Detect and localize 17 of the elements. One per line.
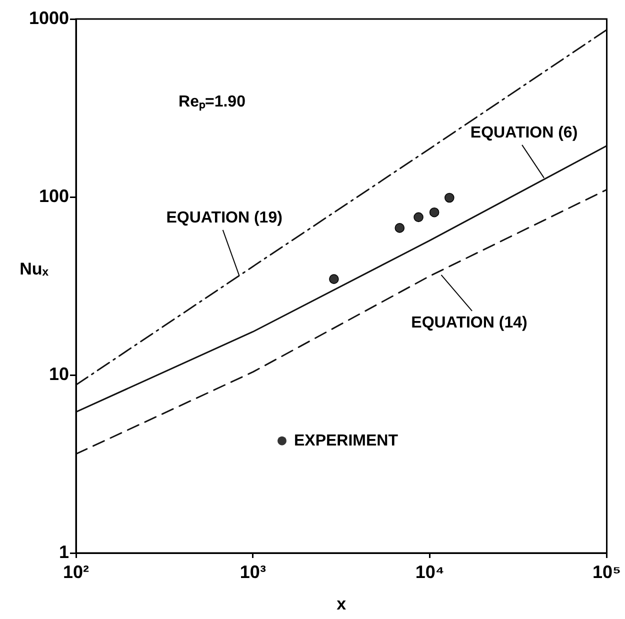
y-axis-title: Nuₓ	[20, 260, 50, 279]
x-tick-label: 10³	[240, 562, 266, 582]
y-tick-label: 10	[48, 364, 69, 384]
y-tick-label: 1	[58, 542, 69, 562]
x-tick-label: 10⁴	[415, 562, 444, 582]
y-tick-label: 100	[38, 186, 69, 206]
annotation: EQUATION (6)	[470, 124, 578, 142]
y-tick-label: 1000	[28, 8, 69, 28]
x-axis-title: x	[336, 594, 347, 614]
annotation: EQUATION (19)	[166, 209, 282, 226]
x-tick-label: 10²	[62, 562, 90, 582]
line-series	[76, 188, 607, 455]
x-tick-label: 10⁵	[592, 562, 622, 582]
legend-label: EXPERIMENT	[294, 432, 398, 450]
annotation: Reₚ=1.90	[178, 93, 246, 112]
line-series	[76, 29, 607, 386]
annotation: EQUATION (14)	[411, 314, 528, 332]
